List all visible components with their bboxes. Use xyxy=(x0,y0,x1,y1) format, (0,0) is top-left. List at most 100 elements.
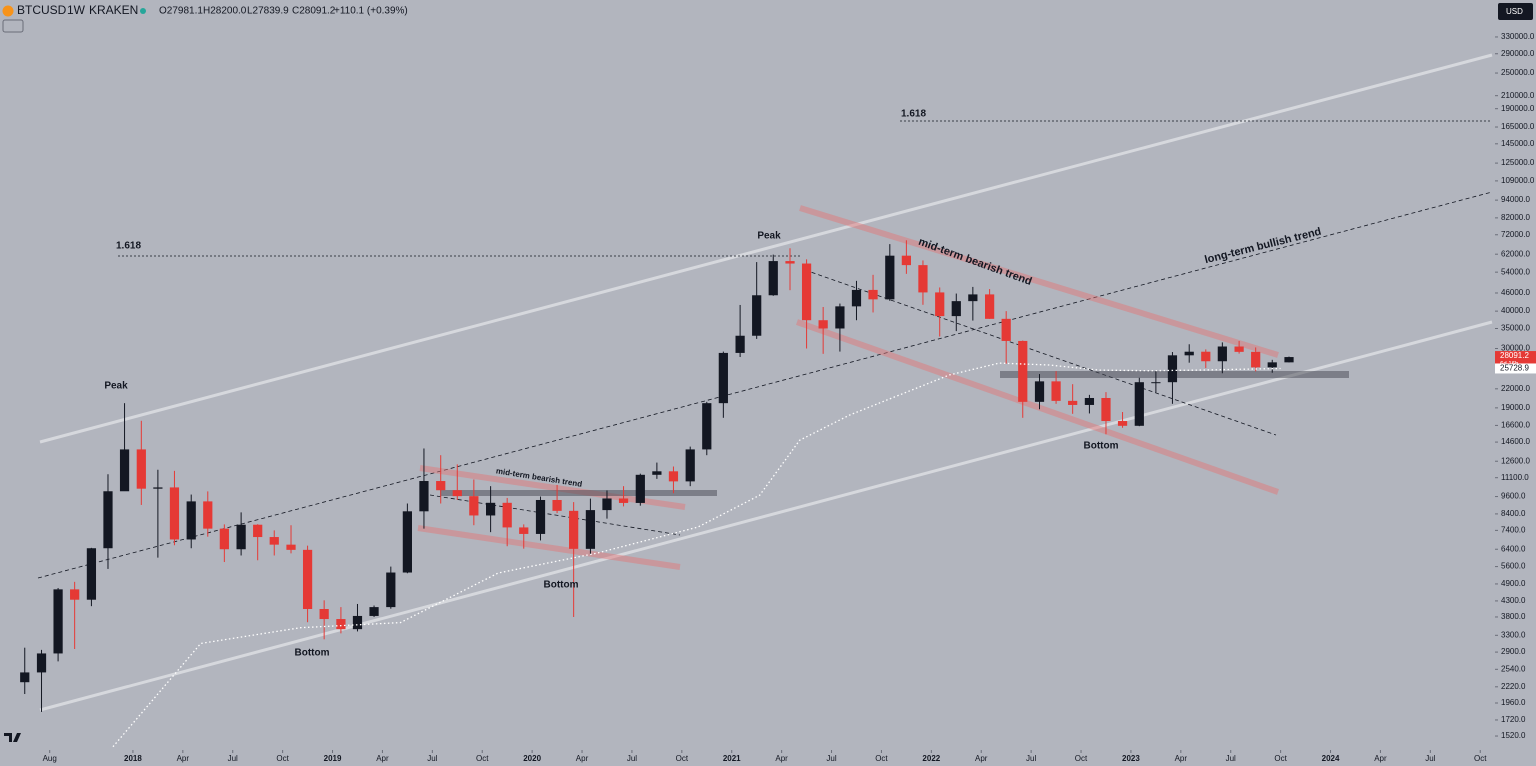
x-tick-label: Oct xyxy=(1474,754,1487,763)
ohlc-open: O27981.1 xyxy=(159,6,203,17)
y-tick-label: 2900.0 xyxy=(1501,647,1526,656)
support-zone xyxy=(440,490,717,496)
symbol-icon xyxy=(2,5,14,17)
candle-body xyxy=(53,589,63,654)
candle-body xyxy=(801,263,812,321)
candle-body xyxy=(752,295,762,336)
x-tick-label: Oct xyxy=(875,754,888,763)
candle-body xyxy=(436,481,446,491)
candle-body xyxy=(868,289,878,300)
channel-upper xyxy=(39,53,1493,444)
long-term-trendline xyxy=(37,191,1493,579)
x-tick-label: Jul xyxy=(1026,754,1036,763)
candle-body xyxy=(618,498,629,503)
y-tick-label: 19000.0 xyxy=(1501,403,1530,412)
y-tick-label: 5600.0 xyxy=(1501,562,1526,571)
interval[interactable]: 1W xyxy=(67,3,86,17)
candle-body xyxy=(718,352,728,404)
header: BTCUSD 1W KRAKEN O27981.1 H28200.0 L2783… xyxy=(2,3,1533,742)
x-tick-label: Oct xyxy=(276,754,289,763)
candle-body xyxy=(519,527,529,534)
candle-body xyxy=(452,490,462,497)
candle-body xyxy=(901,255,911,266)
candle-body xyxy=(1167,355,1178,383)
candle-body xyxy=(1251,351,1261,368)
candle-body xyxy=(469,496,479,516)
symbol[interactable]: BTCUSD xyxy=(17,3,67,17)
x-tick-label: Apr xyxy=(576,754,589,763)
candle-body xyxy=(1217,346,1227,362)
y-tick-label: 250000.0 xyxy=(1501,68,1535,77)
candle-body xyxy=(119,449,130,492)
plot: 330000.0 290000.0 250000.0 210000.0 190000.0… xyxy=(20,32,1536,763)
y-tick-label: 72000.0 xyxy=(1501,230,1530,239)
annotation: Bottom xyxy=(1084,441,1119,452)
candle-body xyxy=(602,498,612,511)
candle-body xyxy=(1034,381,1045,402)
y-tick-label: 4300.0 xyxy=(1501,596,1526,605)
candle-body xyxy=(1101,397,1111,422)
candle-body xyxy=(785,261,795,264)
x-tick-label: Oct xyxy=(676,754,689,763)
x-tick-label: Oct xyxy=(1274,754,1287,763)
candle-body xyxy=(835,306,845,329)
ma-value-label: 25728.9 xyxy=(1500,364,1529,373)
candle-body xyxy=(1018,340,1028,402)
candle-body xyxy=(885,255,895,300)
x-tick-label: Jul xyxy=(1226,754,1236,763)
y-tick-label: 1720.0 xyxy=(1501,715,1526,724)
x-tick-label: Apr xyxy=(975,754,988,763)
candle-body xyxy=(36,653,47,673)
x-tick-label: Oct xyxy=(476,754,489,763)
candle-body xyxy=(535,499,546,534)
y-tick-label: 94000.0 xyxy=(1501,195,1530,204)
annotation: Bottom xyxy=(295,648,330,659)
logo[interactable] xyxy=(4,733,21,742)
y-tick-label: 54000.0 xyxy=(1501,267,1530,276)
annotation: Bottom xyxy=(544,580,579,591)
x-tick-label: Apr xyxy=(376,754,389,763)
x-tick-label: Apr xyxy=(1175,754,1188,763)
candle-body xyxy=(136,449,146,489)
candle-body xyxy=(236,524,246,550)
candle-body xyxy=(1284,357,1294,363)
last-price-label: 28091.2 xyxy=(1500,351,1529,360)
candle-body xyxy=(735,335,745,353)
ohlc-low: L27839.9 xyxy=(247,6,289,17)
x-tick-label: Jul xyxy=(427,754,437,763)
ohlc-high: H28200.0 xyxy=(203,6,247,17)
candle-body xyxy=(585,510,596,549)
candle-body xyxy=(552,499,562,511)
y-tick-label: 165000.0 xyxy=(1501,122,1535,131)
annotation: 1.618 xyxy=(116,241,141,252)
collapse-button[interactable] xyxy=(2,19,24,33)
y-tick-label: 290000.0 xyxy=(1501,49,1535,58)
candle-body xyxy=(1117,421,1128,426)
candle-body xyxy=(419,481,429,512)
candle-body xyxy=(352,615,363,630)
x-tick-label: Apr xyxy=(1374,754,1387,763)
candle-body xyxy=(818,320,828,329)
x-tick-label: Apr xyxy=(775,754,788,763)
currency[interactable]: USD xyxy=(1506,7,1523,16)
candle-body xyxy=(935,292,945,317)
candle-body xyxy=(1151,382,1161,384)
y-tick-label: 3800.0 xyxy=(1501,612,1526,621)
candle-body xyxy=(502,502,512,528)
bearish-channel xyxy=(417,525,681,570)
candle-body xyxy=(569,510,579,549)
candle-body xyxy=(652,471,662,475)
candle-body xyxy=(1068,400,1078,405)
candle-body xyxy=(968,294,978,302)
candle-body xyxy=(253,524,263,538)
x-tick-label: 2019 xyxy=(324,754,342,763)
currency-button[interactable] xyxy=(1498,3,1533,20)
y-tick-label: 1960.0 xyxy=(1501,698,1526,707)
bearish-channel xyxy=(796,319,1279,495)
y-tick-label: 1520.0 xyxy=(1501,731,1526,740)
y-tick-label: 14600.0 xyxy=(1501,437,1530,446)
candle-body xyxy=(86,548,97,600)
candle-body xyxy=(1051,381,1061,401)
annotation: Peak xyxy=(104,381,128,392)
